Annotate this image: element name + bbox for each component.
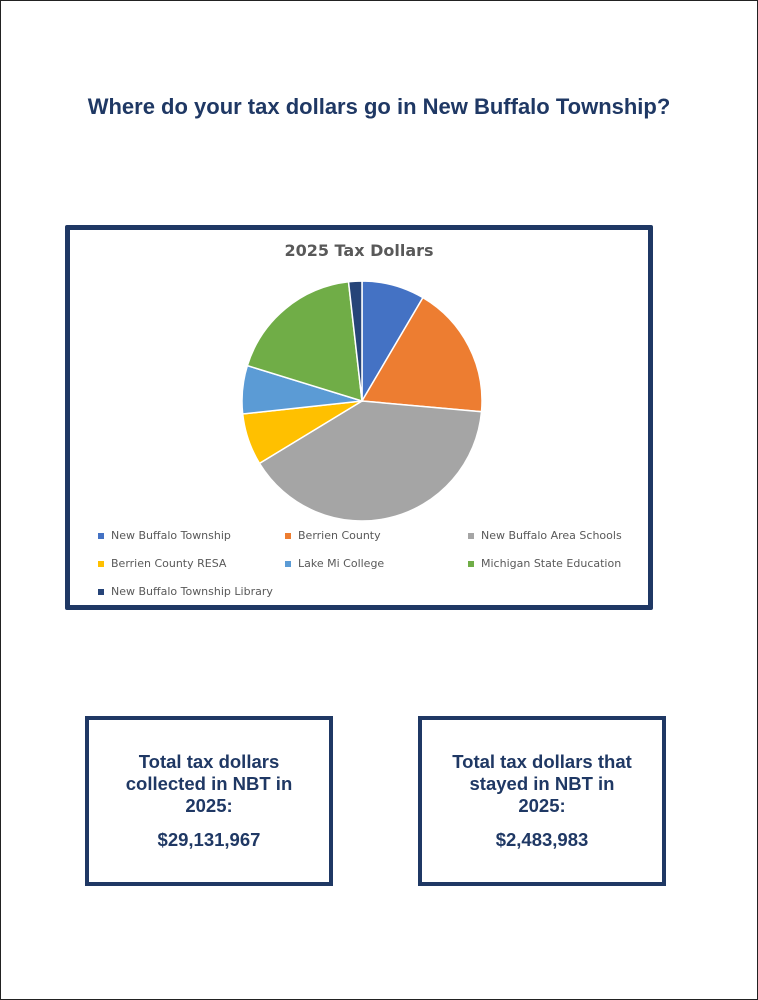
legend-item-berrien-county-resa: Berrien County RESA (98, 557, 226, 570)
total-collected-amount: $29,131,967 (157, 829, 261, 850)
legend-label: Berrien County (298, 529, 381, 542)
legend-label: Berrien County RESA (111, 557, 227, 570)
pie-slice-new-buffalo-area-schools (258, 400, 483, 522)
legend-label: Lake Mi College (298, 557, 385, 570)
total-collected-label: Total tax dollars collected in NBT in 20… (125, 751, 293, 816)
chart-title: 2025 Tax Dollars (284, 241, 434, 260)
chart-frame: 2025 Tax Dollars New Buffalo Township Ber… (65, 225, 653, 610)
legend-item-lake-mi-college: Lake Mi College (285, 557, 384, 570)
total-collected-box: Total tax dollars collected in NBT in 20… (85, 716, 333, 886)
legend-label: New Buffalo Area Schools (481, 529, 622, 542)
legend-swatch (98, 532, 104, 539)
pie-slice-michigan-state-education (246, 280, 363, 403)
legend-item-new-buffalo-township-library: New Buffalo Township Library (98, 585, 273, 598)
legend-swatch (98, 560, 104, 567)
total-stayed-box: Total tax dollars that stayed in NBT in … (418, 716, 666, 886)
pie-slice-berrien-county (360, 296, 483, 413)
legend-swatch (468, 532, 474, 539)
legend-swatch (98, 588, 104, 595)
pie-slice-new-buffalo-township-library (347, 280, 363, 402)
legend-label: New Buffalo Township (111, 529, 231, 542)
legend-label: Michigan State Education (481, 557, 622, 570)
total-stayed-amount: $2,483,983 (495, 829, 589, 850)
legend-item-michigan-state-education: Michigan State Education (468, 557, 621, 570)
legend-swatch (285, 560, 291, 567)
legend-swatch (468, 560, 474, 567)
legend-item-new-buffalo-area-schools: New Buffalo Area Schools (468, 529, 622, 542)
legend-swatch (285, 532, 291, 539)
legend-item-berrien-county: Berrien County (285, 529, 381, 542)
legend-label: New Buffalo Township Library (111, 585, 273, 598)
legend-item-new-buffalo-township: New Buffalo Township (98, 529, 231, 542)
chart-legend: New Buffalo Township Berrien County New Bu… (70, 230, 648, 605)
page-headline: Where do your tax dollars go in New Buff… (87, 94, 671, 119)
pie-chart (241, 280, 483, 522)
total-stayed-label: Total tax dollars that stayed in NBT in … (452, 751, 632, 816)
